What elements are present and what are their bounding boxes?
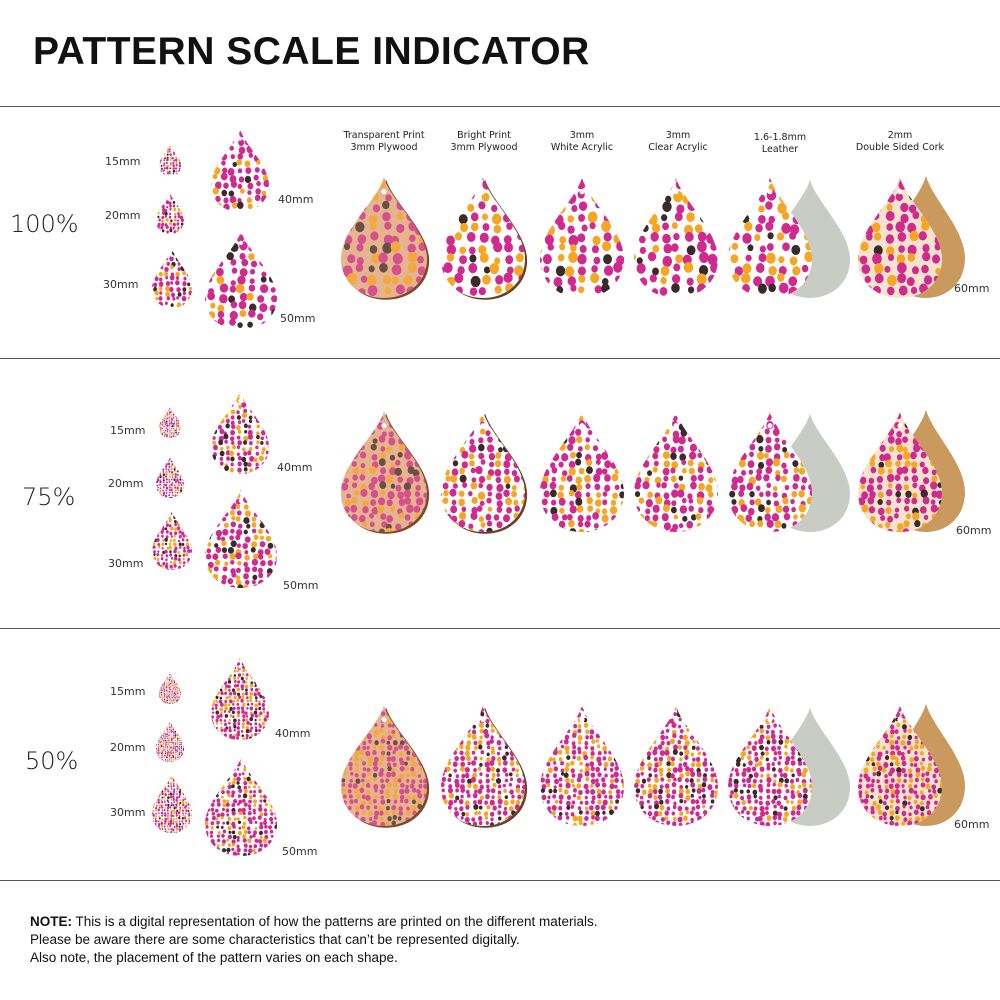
size-sample-drop bbox=[211, 391, 269, 474]
size-sample-drop bbox=[159, 406, 181, 438]
material-label: 2mm Double Sided Cork bbox=[855, 130, 945, 153]
leather-drop bbox=[728, 177, 812, 298]
plywood-bright-drop bbox=[441, 705, 528, 828]
white-acrylic-drop bbox=[540, 411, 624, 532]
note-bold: NOTE: bbox=[30, 914, 72, 929]
size-label-40mm: 40mm bbox=[278, 193, 314, 206]
scale-label: 75% bbox=[22, 483, 76, 511]
size-label-15mm: 15mm bbox=[110, 424, 146, 437]
material-label: 1.6-1.8mm Leather bbox=[753, 132, 807, 155]
section-divider bbox=[0, 628, 1000, 629]
clear-acrylic-drop bbox=[634, 177, 718, 298]
material-label: Transparent Print 3mm Plywood bbox=[343, 130, 425, 153]
size-label-50mm: 50mm bbox=[283, 579, 319, 592]
size-sample-drop bbox=[159, 144, 181, 176]
size-sample-drop bbox=[205, 757, 277, 856]
size-sample-drop bbox=[205, 231, 277, 330]
leather-drop bbox=[728, 411, 812, 532]
size-label-40mm: 40mm bbox=[277, 461, 313, 474]
size-label-20mm: 20mm bbox=[108, 477, 144, 490]
size-sample-drop bbox=[152, 773, 192, 833]
size-label-15mm: 15mm bbox=[105, 155, 141, 168]
clear-acrylic-drop bbox=[634, 705, 718, 826]
size-label-30mm: 30mm bbox=[110, 806, 146, 819]
scale-label: 50% bbox=[25, 747, 79, 775]
size-label-30mm: 30mm bbox=[103, 278, 139, 291]
clear-acrylic-drop bbox=[634, 411, 718, 532]
size-sample-drop bbox=[152, 510, 192, 570]
note-line-1: This is a digital representation of how … bbox=[72, 914, 598, 929]
material-label: 3mm White Acrylic bbox=[550, 130, 614, 153]
size-label-50mm: 50mm bbox=[280, 312, 316, 325]
plywood-transparent-drop bbox=[341, 705, 430, 828]
material-label: 3mm Clear Acrylic bbox=[648, 130, 708, 153]
leather-drop bbox=[728, 705, 812, 826]
section-divider bbox=[0, 358, 1000, 359]
size-sample-drop bbox=[211, 657, 269, 740]
size-sample-drop bbox=[159, 672, 181, 704]
note-line-2: Please be aware there are some character… bbox=[30, 932, 520, 947]
cork-drop bbox=[858, 411, 942, 532]
section-divider bbox=[0, 106, 1000, 107]
note-line-3: Also note, the placement of the pattern … bbox=[30, 950, 398, 965]
scale-label: 100% bbox=[10, 210, 79, 238]
cork-drop bbox=[858, 177, 942, 298]
page-title: PATTERN SCALE INDICATOR bbox=[33, 30, 590, 73]
plywood-transparent-drop bbox=[341, 177, 430, 300]
size-label-40mm: 40mm bbox=[275, 727, 311, 740]
size-sample-drop bbox=[156, 720, 184, 762]
size-label-15mm: 15mm bbox=[110, 685, 146, 698]
plywood-transparent-drop bbox=[341, 411, 430, 534]
size-sample-drop bbox=[156, 192, 184, 234]
size-sample-drop bbox=[205, 489, 277, 588]
size-label-60mm: 60mm bbox=[954, 818, 990, 831]
plywood-bright-drop bbox=[441, 177, 528, 300]
size-sample-drop bbox=[156, 456, 184, 498]
size-label-20mm: 20mm bbox=[110, 741, 146, 754]
size-label-30mm: 30mm bbox=[108, 557, 144, 570]
note-text: NOTE: This is a digital representation o… bbox=[30, 913, 598, 967]
size-label-60mm: 60mm bbox=[956, 524, 992, 537]
size-label-20mm: 20mm bbox=[105, 209, 141, 222]
cork-drop bbox=[858, 705, 942, 826]
size-sample-drop bbox=[211, 129, 269, 212]
size-label-60mm: 60mm bbox=[954, 282, 990, 295]
plywood-bright-drop bbox=[441, 411, 528, 534]
white-acrylic-drop bbox=[540, 705, 624, 826]
white-acrylic-drop bbox=[540, 177, 624, 298]
material-label: Bright Print 3mm Plywood bbox=[450, 130, 518, 153]
size-sample-drop bbox=[152, 248, 192, 308]
section-divider bbox=[0, 880, 1000, 881]
size-label-50mm: 50mm bbox=[282, 845, 318, 858]
